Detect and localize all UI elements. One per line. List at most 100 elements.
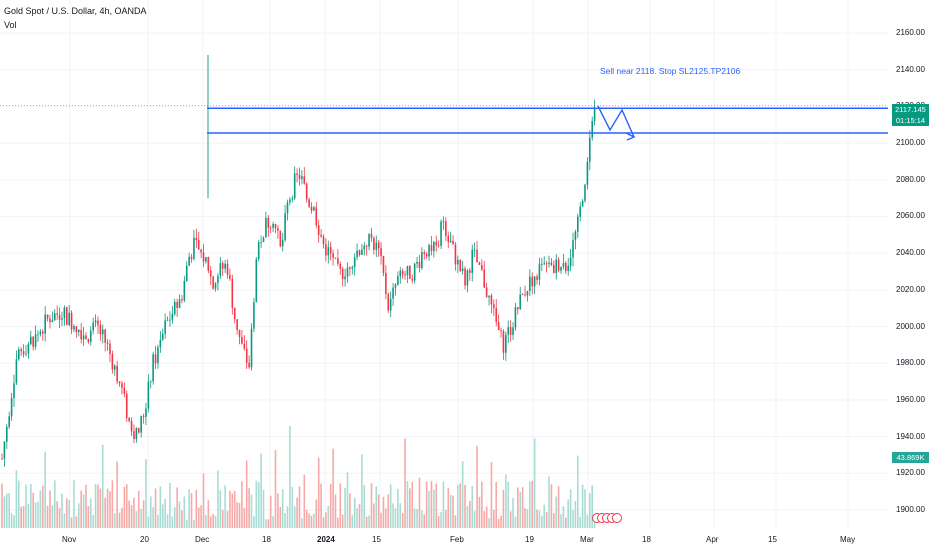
volume-bar bbox=[589, 493, 591, 528]
candle-body bbox=[435, 241, 438, 246]
candle-body bbox=[277, 228, 279, 231]
economic-events[interactable] bbox=[592, 513, 628, 523]
volume-bar bbox=[548, 476, 550, 528]
candle-body bbox=[111, 353, 114, 370]
date-tick-label: 18 bbox=[642, 535, 651, 544]
candle-body bbox=[298, 174, 301, 179]
candle-body bbox=[543, 263, 546, 265]
volume-bar bbox=[476, 445, 478, 528]
volume-bar bbox=[346, 472, 349, 528]
volume-bar bbox=[332, 448, 334, 528]
candle-body bbox=[401, 270, 404, 275]
volume-bar bbox=[505, 474, 507, 528]
candle-body bbox=[99, 325, 102, 335]
price-tick-label: 1940.00 bbox=[896, 431, 925, 441]
trade-note[interactable]: Sell near 2118. Stop SL2125.TP2106 bbox=[600, 66, 741, 76]
candle-body bbox=[44, 314, 46, 334]
candle-body bbox=[207, 257, 210, 271]
price-tick-label: 2160.00 bbox=[896, 28, 925, 37]
price-chart[interactable] bbox=[0, 0, 888, 530]
candle-body bbox=[382, 255, 385, 274]
candle-body bbox=[305, 183, 308, 200]
candle-body bbox=[320, 234, 322, 237]
volume-bar bbox=[10, 512, 13, 528]
candle-body bbox=[27, 344, 30, 354]
candle-body bbox=[269, 227, 272, 229]
candle-body bbox=[399, 270, 402, 277]
volume-bar bbox=[185, 519, 188, 528]
volume-bar bbox=[565, 517, 567, 528]
volume-bar bbox=[409, 488, 411, 528]
price-axis[interactable]: 1900.00 1920.00 1940.00 1960.00 1980.00 2000.… bbox=[888, 0, 932, 530]
volume-bar bbox=[317, 457, 320, 528]
volume-bar bbox=[579, 516, 582, 528]
candle-body bbox=[577, 216, 579, 232]
drawings[interactable] bbox=[0, 105, 888, 141]
candle-body bbox=[123, 387, 126, 394]
volume-bar bbox=[80, 490, 82, 528]
candle-body bbox=[353, 257, 356, 268]
candle-body bbox=[397, 276, 399, 285]
volume-bar bbox=[555, 496, 558, 528]
candle-body bbox=[274, 223, 277, 229]
candle-body bbox=[428, 245, 430, 257]
volume-bar bbox=[255, 480, 258, 528]
candle-body bbox=[185, 265, 188, 282]
volume-bar bbox=[245, 460, 248, 528]
candle-body bbox=[329, 247, 332, 254]
candle-body bbox=[502, 330, 505, 353]
date-axis[interactable]: Nov 20 Dec 18 2024 15 Feb 19 Mar 18 Apr 15 May bbox=[0, 530, 888, 550]
volume-bar bbox=[356, 508, 358, 528]
volume-bar bbox=[17, 480, 20, 528]
candle-body bbox=[80, 329, 82, 340]
candle-body bbox=[545, 263, 548, 265]
projection-path[interactable] bbox=[597, 105, 635, 138]
volume-bar bbox=[454, 515, 457, 528]
candle-body bbox=[250, 328, 253, 368]
price-tick-label: 1980.00 bbox=[896, 358, 925, 368]
volume-bar bbox=[524, 508, 526, 528]
volume-bar bbox=[70, 517, 73, 528]
candle-body bbox=[591, 121, 594, 138]
candle-body bbox=[137, 428, 140, 433]
volume-bar bbox=[502, 489, 505, 528]
symbol-title[interactable]: Gold Spot / U.S. Dollar, 4h, OANDA bbox=[4, 6, 147, 16]
volume-bar bbox=[178, 501, 181, 528]
volume-indicator-label[interactable]: Vol bbox=[4, 20, 17, 30]
candle-body bbox=[145, 408, 147, 417]
volume-bar bbox=[209, 516, 212, 528]
volume-bar bbox=[478, 496, 481, 528]
candle-body bbox=[341, 268, 344, 280]
candle-body bbox=[87, 339, 90, 343]
volume-bar bbox=[159, 486, 162, 528]
volume-bar bbox=[39, 490, 42, 528]
date-tick-label: Dec bbox=[195, 535, 210, 544]
candle-body bbox=[56, 313, 58, 315]
volume-bar bbox=[269, 495, 272, 528]
volume-bar bbox=[344, 487, 346, 528]
volume-bar bbox=[116, 461, 118, 528]
volume-bar bbox=[339, 483, 342, 528]
volume-bar bbox=[421, 510, 423, 528]
candle-body bbox=[202, 252, 205, 262]
date-tick-label: Feb bbox=[450, 535, 464, 544]
volume-bar bbox=[471, 485, 474, 528]
volume-bar bbox=[200, 505, 202, 528]
candle-body bbox=[387, 293, 390, 311]
candle-body bbox=[469, 270, 471, 273]
candle-body bbox=[418, 261, 421, 268]
volume-bar bbox=[176, 487, 178, 528]
candle-body bbox=[521, 294, 524, 296]
event-flag-icon[interactable] bbox=[612, 513, 622, 523]
date-tick-label: 19 bbox=[525, 535, 534, 544]
volume-bar bbox=[531, 480, 534, 528]
candle-body bbox=[267, 217, 270, 228]
volume-bar bbox=[20, 506, 22, 528]
volume-bar bbox=[231, 493, 234, 528]
candle-body bbox=[531, 276, 534, 287]
candle-body bbox=[17, 349, 20, 360]
candle-body bbox=[159, 339, 162, 348]
volume-bar bbox=[584, 489, 586, 528]
volume-bar bbox=[5, 493, 8, 528]
price-tick-label: 2140.00 bbox=[896, 64, 925, 74]
